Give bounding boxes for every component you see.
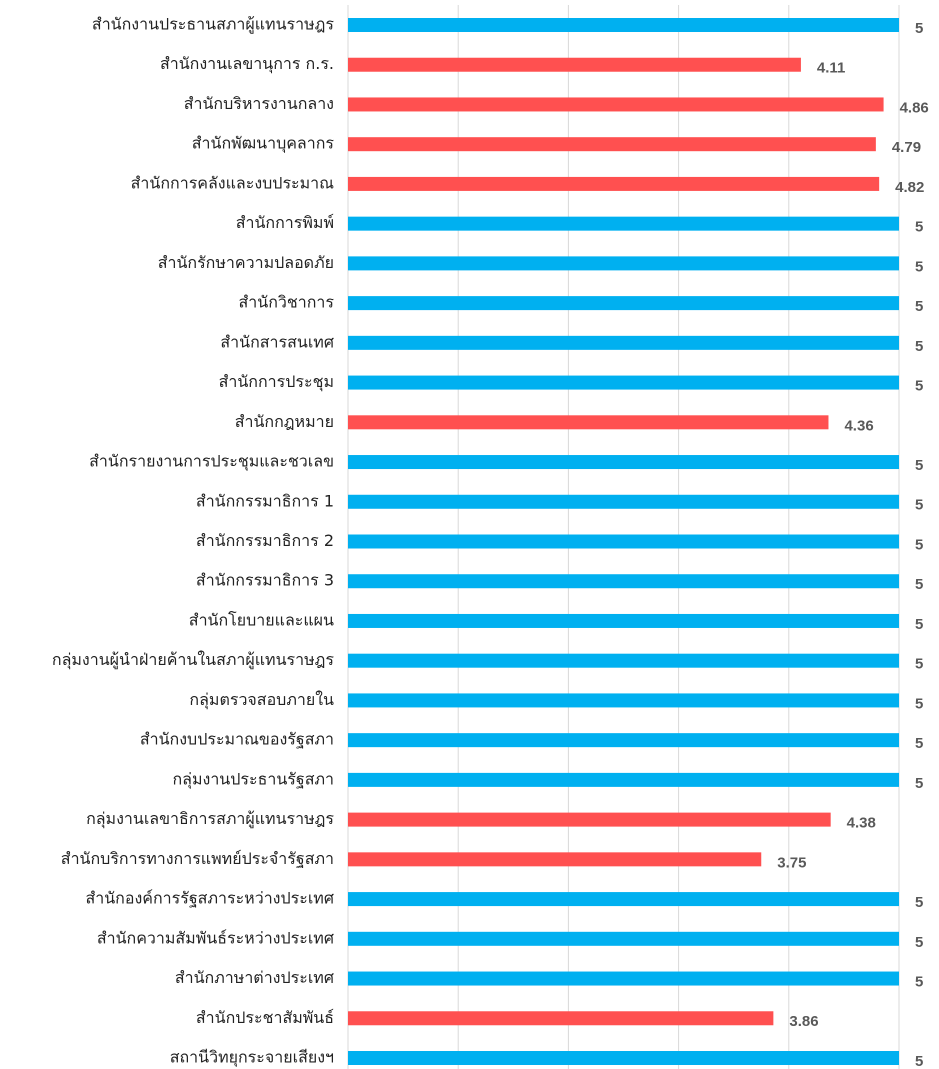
bar: [348, 574, 899, 589]
bar: [348, 613, 899, 628]
value-label: 5: [915, 338, 923, 355]
category-label: สำนักกรรมาธิการ 2: [196, 531, 334, 550]
bar: [348, 852, 762, 867]
value-label: 5: [915, 258, 923, 275]
value-label: 4.38: [847, 815, 876, 832]
bar: [348, 256, 899, 271]
category-label: สำนักสารสนเทศ: [220, 332, 334, 351]
bar: [348, 335, 899, 350]
category-label: สำนักกรรมาธิการ 1: [196, 491, 334, 510]
value-label: 4.86: [900, 99, 929, 116]
category-label: กลุ่มงานประธานรัฐสภา: [172, 769, 334, 789]
value-label: 5: [915, 1053, 923, 1069]
bar: [348, 137, 876, 152]
value-label: 4.79: [892, 139, 921, 156]
bar: [348, 216, 899, 231]
category-label: สำนักวิชาการ: [239, 293, 335, 312]
bar: [348, 1011, 774, 1026]
category-label: สำนักพัฒนาบุคลากร: [192, 134, 335, 154]
category-label: กลุ่มงานผู้นำฝ่ายค้านในสภาผู้แทนราษฎร: [52, 650, 335, 670]
category-label: สำนักรักษาความปลอดภัย: [158, 253, 334, 272]
bar: [348, 971, 899, 986]
bar: [348, 296, 899, 311]
value-label: 5: [915, 536, 923, 553]
bar: [348, 97, 884, 112]
bar: [348, 892, 899, 907]
category-label: สำนักการพิมพ์: [236, 213, 334, 232]
category-label: สำนักกฎหมาย: [235, 412, 334, 431]
category-label: สำนักโยบายและแผน: [189, 610, 334, 629]
bar: [348, 176, 880, 191]
category-label: สำนักงานเลขานุการ ก.ร.: [160, 54, 334, 74]
value-label: 5: [915, 457, 923, 474]
category-label: สำนักภาษาต่างประเทศ: [175, 968, 334, 987]
value-label: 5: [915, 616, 923, 633]
category-label: สำนักงบประมาณของรัฐสภา: [140, 730, 334, 749]
category-label: สำนักประชาสัมพันธ์: [196, 1008, 334, 1027]
value-label: 5: [915, 656, 923, 673]
value-label: 4.11: [817, 60, 845, 77]
bar: [348, 812, 831, 827]
bar: [348, 733, 899, 748]
category-label: สถานีวิทยุกระจายเสียงฯ: [170, 1048, 334, 1068]
category-label: สำนักรายงานการประชุมและชวเลข: [89, 452, 334, 472]
category-label: กลุ่มงานเลขาธิการสภาผู้แทนราษฎร: [86, 809, 334, 829]
value-label: 5: [915, 695, 923, 712]
bar: [348, 534, 899, 549]
category-label: กลุ่มตรวจสอบภายใน: [189, 690, 334, 710]
bar: [348, 653, 899, 668]
value-label: 5: [915, 974, 923, 991]
value-label: 5: [915, 20, 923, 37]
bar: [348, 455, 899, 470]
value-label: 5: [915, 894, 923, 911]
category-label: สำนักความสัมพันธ์ระหว่างประเทศ: [97, 928, 334, 947]
value-label: 5: [915, 576, 923, 593]
bar: [348, 772, 899, 787]
category-label: สำนักองค์การรัฐสภาระหว่างประเทศ: [85, 889, 334, 908]
value-label: 5: [915, 735, 923, 752]
category-label: สำนักกรรมาธิการ 3: [196, 571, 334, 590]
value-label: 3.86: [789, 1013, 818, 1030]
value-label: 3.75: [777, 854, 806, 871]
bar: [348, 57, 801, 72]
value-label: 5: [915, 219, 923, 236]
category-label: สำนักการประชุม: [219, 372, 334, 392]
bar: [348, 693, 899, 708]
value-label: 4.36: [844, 417, 873, 434]
category-label: สำนักงานประธานสภาผู้แทนราษฎร: [92, 15, 334, 35]
value-label: 5: [915, 775, 923, 792]
bar: [348, 415, 829, 430]
bar: [348, 18, 899, 32]
bar: [348, 494, 899, 509]
category-label: สำนักบริหารงานกลาง: [184, 94, 334, 113]
value-label: 4.82: [895, 179, 924, 196]
value-label: 5: [915, 298, 923, 315]
category-label: สำนักบริการทางการแพทย์ประจำรัฐสภา: [61, 849, 334, 868]
value-label: 5: [915, 497, 923, 514]
bar: [348, 1051, 899, 1065]
category-label: สำนักการคลังและงบประมาณ: [131, 173, 335, 192]
bar: [348, 375, 899, 390]
bar: [348, 931, 899, 946]
value-label: 5: [915, 934, 923, 951]
value-label: 5: [915, 378, 923, 395]
